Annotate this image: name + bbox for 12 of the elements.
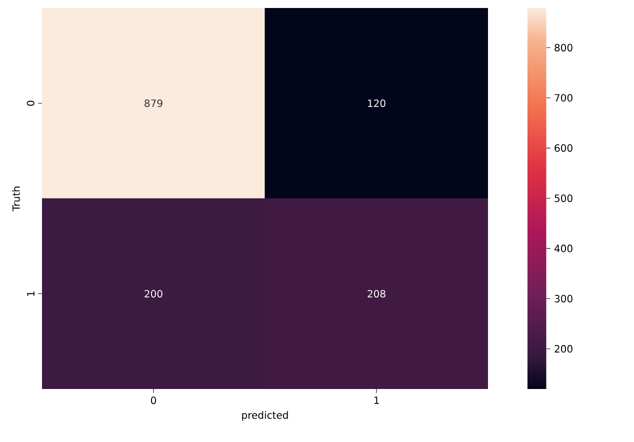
color-bar-label: 700: [554, 94, 572, 102]
y-axis-title: Truth: [12, 186, 20, 212]
data-label: 200: [144, 290, 162, 298]
color-bar-label: 200: [554, 345, 572, 353]
color-bar-label: 400: [554, 244, 572, 252]
color-bar-label: 600: [554, 144, 572, 152]
x-axis-title: predicted: [242, 411, 288, 421]
color-bar-label: 500: [554, 194, 572, 202]
data-label: 879: [144, 99, 162, 108]
data-label: 208: [368, 290, 386, 298]
color-bar-label: 300: [554, 294, 572, 302]
color-bar-label: 800: [554, 44, 572, 52]
